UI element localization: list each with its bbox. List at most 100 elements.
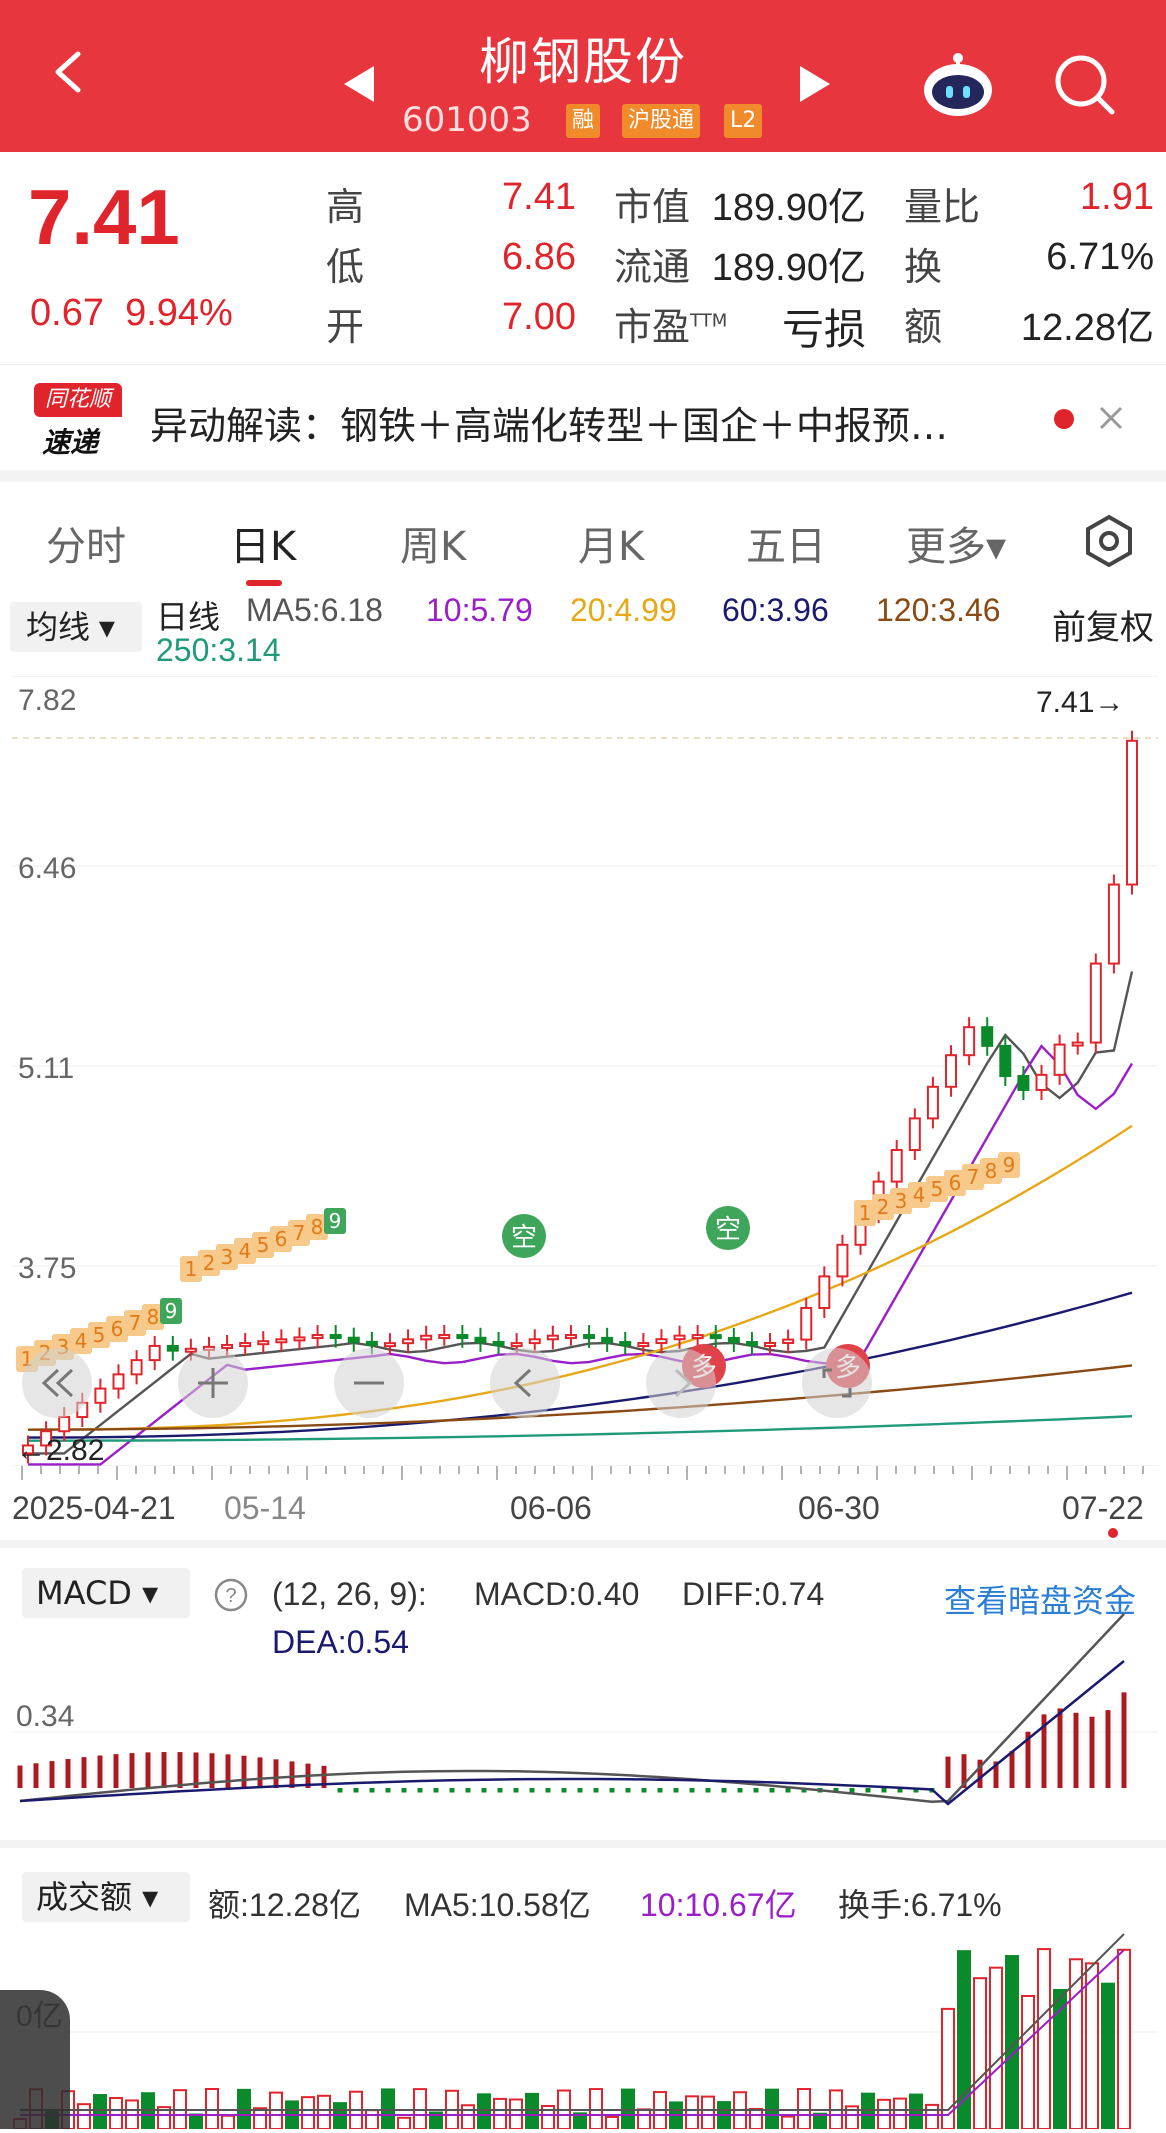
macd-bar <box>97 1755 103 1788</box>
x-label-0606: 06-06 <box>510 1490 592 1526</box>
assistant-robot-icon[interactable] <box>920 48 996 118</box>
x-axis-ticks <box>21 1466 1144 1480</box>
macd-bar <box>49 1761 55 1788</box>
candle-body <box>564 1334 577 1340</box>
ma60-value: 60:3.96 <box>722 592 829 628</box>
candle-body <box>601 1336 614 1343</box>
nine-turn-text: 5 <box>93 1323 106 1347</box>
nine-turn-badge <box>872 1194 894 1220</box>
back-arrow-icon[interactable] <box>48 50 92 94</box>
dark-pool-link[interactable]: 查看暗盘资金 <box>944 1583 1137 1619</box>
adjust-mode[interactable]: 前复权 <box>1052 609 1154 647</box>
macd-bar <box>33 1763 39 1788</box>
macd-chart[interactable]: 0.34 <box>12 1556 1158 1836</box>
scroll-left-button[interactable] <box>490 1348 560 1418</box>
candle-body <box>492 1340 505 1346</box>
macd-bar <box>177 1752 183 1788</box>
plus-icon <box>198 1368 228 1398</box>
candle-body <box>58 1416 71 1433</box>
tab-five-day[interactable]: 五日 <box>746 524 826 570</box>
period-tabs: 分时 日K 周K 月K 五日 更多▾ <box>0 484 1166 594</box>
news-text[interactable]: 异动解读：钢铁＋高端化转型＋国企＋中报预… <box>150 404 949 448</box>
macd-bar <box>1105 1710 1111 1788</box>
macd-bar <box>465 1788 471 1793</box>
scroll-right-button[interactable] <box>646 1348 716 1418</box>
volume-bar <box>365 2109 379 2130</box>
indicator-select[interactable]: 均线 ▾ <box>10 602 142 652</box>
volume-bar <box>893 2097 907 2130</box>
zoom-left-button[interactable] <box>22 1348 92 1418</box>
zoom-out-button[interactable] <box>334 1348 404 1418</box>
candle-body <box>1035 1073 1048 1091</box>
margin-tag: 融 <box>566 104 601 138</box>
volume-bar <box>701 2095 715 2130</box>
nine-turn-badge <box>288 1220 310 1246</box>
volume-bar <box>1037 1948 1051 2130</box>
search-icon[interactable] <box>1052 52 1118 118</box>
macd-bar <box>289 1761 295 1788</box>
volume-chart[interactable]: 0亿 <box>12 1860 1158 2131</box>
zoom-in-button[interactable] <box>178 1348 248 1418</box>
help-icon[interactable]: ? <box>214 1578 248 1612</box>
fullscreen-button[interactable] <box>802 1348 872 1418</box>
dea-value: DEA:0.54 <box>272 1624 409 1660</box>
ma10-value: 10:5.79 <box>426 592 533 628</box>
nine-turn-text: 3 <box>895 1189 908 1213</box>
candlestick-chart[interactable]: 空空多多123456789123456789123456789 7.82 6.4… <box>12 675 1158 1467</box>
volume-ratio-value: 1.91 <box>1080 176 1154 218</box>
candle-body <box>239 1342 252 1348</box>
tab-daily[interactable]: 日K <box>230 524 297 570</box>
close-icon[interactable] <box>1098 405 1124 431</box>
candle-body <box>745 1341 758 1347</box>
candle-body <box>926 1085 939 1120</box>
macd-bar <box>881 1788 887 1793</box>
last-price: 7.41 <box>28 173 180 261</box>
volume-bar <box>301 2096 315 2130</box>
candle-body <box>764 1341 777 1347</box>
next-stock-icon[interactable] <box>800 66 830 102</box>
nine-turn-badge <box>106 1316 128 1342</box>
macd-bar <box>225 1754 231 1788</box>
nine-turn-badge <box>160 1298 182 1324</box>
chevron-right-icon <box>674 1368 693 1398</box>
macd-bar <box>401 1788 407 1793</box>
news-banner[interactable]: 同花顺 速递 异动解读：钢铁＋高端化转型＋国企＋中报预… <box>0 364 1166 470</box>
volume-bar <box>685 2095 699 2131</box>
macd-bar <box>129 1753 135 1788</box>
tab-more[interactable]: 更多▾ <box>906 524 1007 570</box>
prev-stock-icon[interactable] <box>344 66 374 102</box>
ma-line-2 <box>27 1124 1133 1431</box>
tab-monthly[interactable]: 月K <box>578 524 645 570</box>
floating-handle[interactable] <box>0 1990 70 2129</box>
volume-bar <box>1021 1994 1035 2130</box>
candle-body <box>510 1342 523 1348</box>
volume-ratio-label: 量比 <box>904 185 981 229</box>
macd-bar <box>689 1788 695 1793</box>
y-label-6-46: 6.46 <box>18 852 76 885</box>
unread-dot <box>1054 409 1074 429</box>
price-change: 0.67 9.94% <box>30 292 233 335</box>
nine-turn-text: 6 <box>275 1227 288 1251</box>
nine-turn-badge <box>944 1170 966 1196</box>
period-label: 日线 <box>156 599 221 635</box>
tab-weekly[interactable]: 周K <box>400 524 467 570</box>
volume-bar <box>221 2114 235 2131</box>
amount-ma10: 10:10.67亿 <box>640 1887 797 1923</box>
float-cap-value: 189.90亿 <box>711 247 866 289</box>
candle-body <box>1089 962 1102 1044</box>
candle-body <box>22 1444 34 1455</box>
high-value: 7.41 <box>502 176 576 218</box>
volume-select[interactable]: 成交额 ▾ <box>22 1872 190 1922</box>
tab-intraday[interactable]: 分时 <box>46 524 126 570</box>
macd-bar <box>641 1788 647 1793</box>
nine-turn-text: 3 <box>221 1245 234 1269</box>
macd-select[interactable]: MACD ▾ <box>22 1568 190 1618</box>
ma250-value: 250:3.14 <box>156 632 281 668</box>
candle-body <box>456 1334 469 1340</box>
volume-bar <box>909 2093 923 2131</box>
macd-bar <box>545 1788 551 1793</box>
settings-icon[interactable] <box>1082 514 1136 568</box>
candle-body <box>94 1387 107 1404</box>
macd-bar <box>1121 1692 1127 1788</box>
x-label-0722: 07-22 <box>1062 1490 1144 1526</box>
